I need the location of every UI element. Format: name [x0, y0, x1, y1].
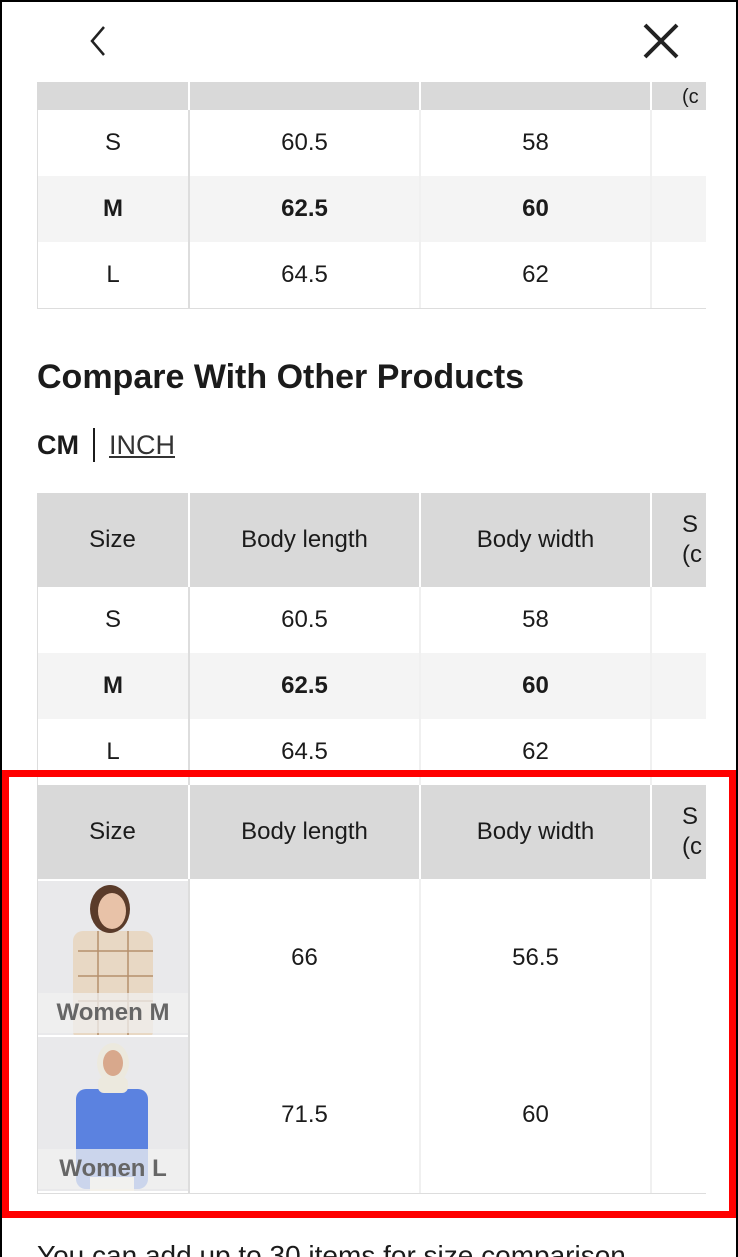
unit-divider [93, 428, 95, 462]
body-length-cell: 60.5 [190, 110, 421, 176]
compare-limit-note: You can add up to 30 items for size comp… [37, 1240, 626, 1257]
table-row: L 64.5 62 [37, 242, 706, 308]
product-thumbnail[interactable]: Women M [38, 881, 188, 1035]
body-length-cell: 71.5 [190, 1037, 421, 1193]
body-width-cell: 58 [421, 587, 652, 653]
body-width-cell: 56.5 [421, 879, 652, 1037]
size-cell: M [37, 653, 190, 719]
compare-title: Compare With Other Products [37, 358, 525, 396]
product-thumbnail[interactable]: Women L [38, 1037, 188, 1191]
header-body-width: Body width [421, 493, 652, 587]
table-row-selected: M 62.5 60 [37, 176, 706, 242]
table-row: S 60.5 58 [37, 587, 706, 653]
header-size: Size [37, 493, 190, 587]
table-header-row: Size Body length Body width S (c [37, 493, 706, 587]
size-cell: S [37, 587, 190, 653]
header-body-length: Body length [190, 785, 421, 879]
unit-toggle: CM INCH [37, 428, 175, 462]
header-size: Size [37, 785, 190, 879]
body-length-cell: 66 [190, 879, 421, 1037]
body-width-cell: 60 [421, 653, 652, 719]
body-length-cell: 60.5 [190, 587, 421, 653]
compared-product-row: Women L 71.5 60 [37, 1037, 706, 1194]
header-partial: S (c [652, 785, 706, 879]
body-width-cell: 58 [421, 110, 652, 176]
compare-table: Size Body length Body width S (c S 60.5 5… [37, 493, 706, 1194]
size-cell: S [37, 110, 190, 176]
body-width-cell: 62 [421, 242, 652, 308]
table-row: L 64.5 62 [37, 719, 706, 785]
header-body-length: Body length [190, 493, 421, 587]
header-partial: S (c [652, 493, 706, 587]
unit-inch-link[interactable]: INCH [109, 429, 175, 460]
body-width-cell: 60 [421, 176, 652, 242]
table-header-row: (c [37, 82, 706, 110]
body-width-cell: 60 [421, 1037, 652, 1193]
table-row: S 60.5 58 [37, 110, 706, 176]
size-cell: L [37, 719, 190, 785]
size-table: (c S 60.5 58 M 62.5 60 L 64.5 62 [37, 82, 706, 309]
close-icon[interactable] [642, 22, 680, 65]
body-length-cell: 64.5 [190, 719, 421, 785]
body-length-cell: 64.5 [190, 242, 421, 308]
unit-cm-option[interactable]: CM [37, 429, 79, 460]
product-label: Women L [38, 1149, 188, 1189]
body-length-cell: 62.5 [190, 176, 421, 242]
back-chevron-icon[interactable] [86, 24, 110, 63]
body-width-cell: 62 [421, 719, 652, 785]
body-length-cell: 62.5 [190, 653, 421, 719]
compared-product-row: Women M 66 56.5 [37, 879, 706, 1037]
header-partial: (c [652, 82, 706, 110]
header-body-width: Body width [421, 785, 652, 879]
size-cell: L [37, 242, 190, 308]
product-label: Women M [38, 993, 188, 1033]
table-row-selected: M 62.5 60 [37, 653, 706, 719]
size-cell: M [37, 176, 190, 242]
compare-header-row: Size Body length Body width S (c [37, 785, 706, 879]
